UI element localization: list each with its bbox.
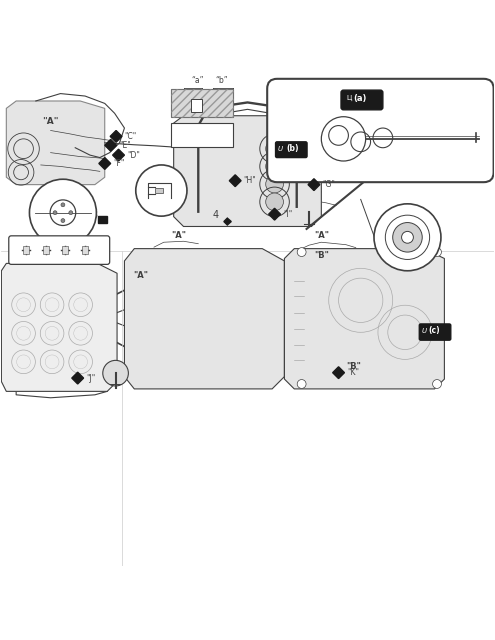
Text: "A": "A" (33, 254, 49, 264)
Text: 1: 1 (390, 218, 396, 228)
Circle shape (433, 380, 442, 388)
Bar (191, 99, 202, 112)
Polygon shape (224, 218, 231, 225)
Text: 2: 2 (181, 184, 187, 193)
Text: "K": "K" (347, 368, 359, 377)
Text: "D": "D" (127, 150, 140, 159)
Text: "A": "A" (133, 271, 148, 280)
Polygon shape (229, 175, 241, 187)
Text: (c): (c) (429, 326, 440, 335)
Circle shape (61, 203, 65, 207)
Circle shape (266, 175, 284, 193)
Text: 3: 3 (92, 209, 98, 220)
Polygon shape (308, 179, 320, 191)
Text: "B": "B" (304, 170, 319, 179)
Polygon shape (269, 208, 281, 220)
Text: "H": "H" (244, 176, 256, 185)
Bar (82, 246, 88, 254)
Polygon shape (6, 101, 105, 184)
Text: 4: 4 (213, 210, 219, 220)
FancyBboxPatch shape (341, 90, 383, 110)
Circle shape (297, 380, 306, 388)
Bar (23, 246, 29, 254)
Polygon shape (110, 131, 122, 142)
Text: “b”: “b” (215, 76, 228, 84)
Text: "A": "A" (314, 231, 329, 240)
Circle shape (53, 211, 57, 214)
Circle shape (393, 223, 422, 252)
Text: "A": "A" (171, 231, 186, 240)
Polygon shape (285, 248, 445, 389)
Bar (171, 89, 233, 117)
Text: "B": "B" (314, 251, 329, 260)
Text: "A": "A" (43, 116, 59, 125)
Circle shape (433, 248, 442, 257)
FancyBboxPatch shape (267, 79, 494, 182)
Bar (99, 216, 107, 223)
FancyBboxPatch shape (419, 324, 451, 340)
Text: "E": "E" (119, 141, 131, 150)
Circle shape (61, 219, 65, 223)
Bar (155, 188, 163, 193)
Circle shape (374, 204, 441, 271)
Polygon shape (1, 264, 117, 392)
Text: Ц: Ц (346, 95, 351, 101)
Polygon shape (113, 149, 124, 161)
Text: U: U (422, 328, 427, 334)
Circle shape (29, 179, 97, 246)
Polygon shape (333, 367, 345, 379)
Circle shape (401, 232, 413, 243)
Text: U: U (278, 146, 283, 152)
Circle shape (266, 140, 284, 157)
FancyBboxPatch shape (276, 142, 307, 157)
Text: "J": "J" (86, 374, 96, 383)
Text: "C": "C" (124, 132, 137, 141)
Text: "I": "I" (283, 210, 292, 219)
Polygon shape (99, 157, 111, 170)
Bar (62, 246, 68, 254)
Text: “a”: “a” (191, 76, 203, 84)
Text: "F": "F" (113, 159, 125, 168)
Circle shape (69, 211, 73, 214)
Bar (171, 89, 233, 117)
Circle shape (136, 165, 187, 216)
Polygon shape (72, 372, 84, 384)
Text: "G": "G" (322, 180, 335, 189)
FancyBboxPatch shape (9, 236, 110, 264)
Circle shape (266, 157, 284, 175)
Text: (a): (a) (353, 93, 367, 102)
Circle shape (297, 248, 306, 257)
Circle shape (103, 360, 128, 386)
Bar (43, 246, 49, 254)
Text: "B": "B" (346, 362, 361, 371)
Circle shape (266, 193, 284, 211)
Polygon shape (174, 116, 321, 227)
Text: (b): (b) (286, 144, 298, 153)
Polygon shape (124, 248, 285, 389)
Polygon shape (105, 140, 116, 151)
Bar (171, 123, 233, 147)
